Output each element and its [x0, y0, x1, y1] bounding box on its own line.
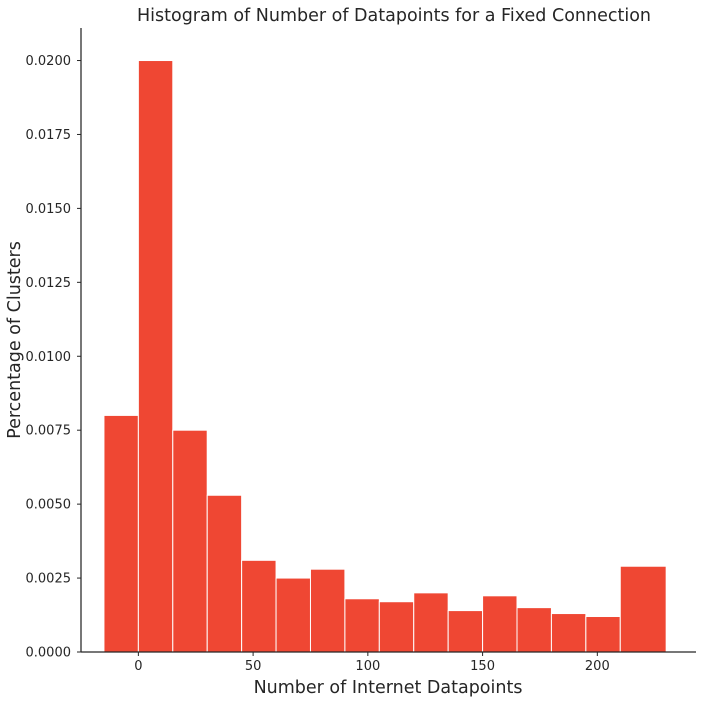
x-tick-label: 200: [585, 659, 610, 674]
y-tick-label: 0.0175: [26, 128, 72, 143]
histogram-bar: [550, 613, 587, 653]
histogram-bar: [516, 607, 552, 653]
y-axis-label: Percentage of Clusters: [5, 241, 25, 439]
y-tick-label: 0.0100: [26, 350, 72, 365]
x-axis-label: Number of Internet Datapoints: [254, 678, 523, 698]
x-tick-labels: 0 50 100 150 200: [134, 652, 610, 674]
histogram-bar: [378, 601, 415, 653]
bars-group: [103, 60, 667, 653]
histogram-bar: [309, 568, 346, 653]
histogram-bar: [275, 577, 311, 653]
y-tick-label: 0.0025: [26, 572, 72, 587]
y-tick-label: 0.0150: [26, 202, 72, 217]
x-tick-label: 150: [470, 659, 495, 674]
y-tick-label: 0.0125: [26, 276, 72, 291]
x-tick-label: 100: [355, 659, 380, 674]
histogram-bar: [619, 565, 667, 653]
histogram-bar: [172, 429, 208, 653]
histogram-bar: [137, 60, 174, 653]
y-tick-label: 0.0200: [26, 54, 72, 69]
histogram-bar: [206, 494, 243, 653]
y-tick-label: 0.0075: [26, 424, 72, 439]
y-tick-label: 0.0050: [26, 498, 72, 513]
histogram-bar: [482, 595, 518, 653]
y-tick-labels: 0.0000 0.0025 0.0050 0.0075 0.0100 0.0125 0.01…: [26, 54, 81, 661]
y-tick-label: 0.0000: [26, 646, 72, 661]
x-tick-label: 50: [245, 659, 262, 674]
histogram-bar: [103, 414, 139, 653]
histogram-bar: [241, 559, 277, 653]
histogram-bar: [447, 610, 484, 653]
chart-title: Histogram of Number of Datapoints for a …: [137, 6, 651, 26]
histogram-bar: [413, 592, 449, 653]
histogram-bar: [585, 616, 621, 653]
histogram-bar: [344, 598, 380, 653]
x-tick-label: 0: [134, 659, 142, 674]
